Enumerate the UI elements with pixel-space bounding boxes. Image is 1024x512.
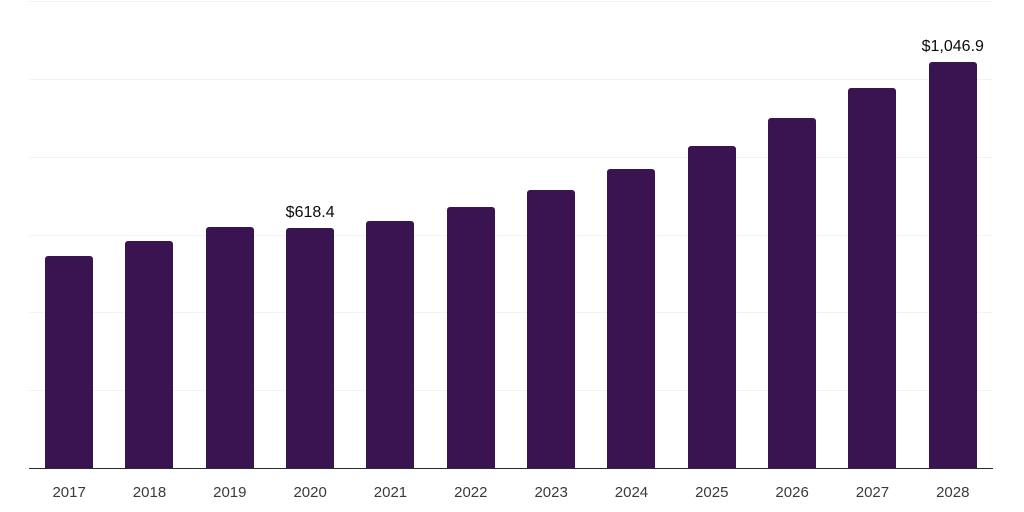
bar-slot-2024	[591, 2, 671, 469]
x-axis-label-2028: 2028	[936, 484, 970, 501]
x-axis-label-2022: 2022	[454, 484, 488, 501]
x-axis-label-2018: 2018	[132, 484, 167, 501]
x-axis-label-2026: 2026	[775, 484, 809, 501]
bars-row: $618.4 $1,046.9	[29, 2, 993, 469]
bar-2024	[607, 168, 656, 469]
x-axis-label-2023: 2023	[534, 484, 568, 501]
x-axis-label-2019: 2019	[213, 484, 247, 501]
bar-slot-2022	[431, 2, 511, 469]
x-axis-line	[29, 467, 993, 469]
gridline	[29, 156, 993, 158]
bar-2022	[446, 206, 495, 469]
gridline	[29, 312, 993, 314]
data-label-2020: $618.4	[285, 204, 335, 222]
bar-slot-2019	[190, 2, 270, 469]
gridline	[29, 390, 993, 392]
data-label-2028: $1,046.9	[921, 37, 984, 55]
gridline	[29, 234, 993, 236]
x-axis-label-2021: 2021	[373, 484, 408, 501]
bar-slot-2018	[109, 2, 189, 469]
bar-2027	[848, 88, 897, 469]
bar-2018	[125, 240, 174, 469]
bar-slot-2026	[752, 2, 832, 469]
x-axis-label-2017: 2017	[52, 484, 86, 501]
x-axis-label-2024: 2024	[614, 484, 649, 501]
bar-2023	[527, 189, 576, 469]
plot-area: $618.4 $1,046.9	[29, 1, 993, 469]
x-axis-label-2027: 2027	[855, 484, 890, 501]
bar-slot-2027	[832, 2, 912, 469]
x-axis-label-2020: 2020	[293, 484, 327, 501]
bar-2019	[205, 226, 254, 469]
bar-2028	[928, 61, 977, 469]
bar-2020	[286, 228, 335, 469]
bar-slot-2023	[511, 2, 591, 469]
gridline	[29, 78, 993, 80]
bar-2025	[687, 145, 736, 469]
bar-slot-2017	[29, 2, 109, 469]
bar-slot-2021	[350, 2, 430, 469]
gridline	[29, 1, 993, 2]
bar-2026	[768, 117, 817, 469]
x-axis-label-2025: 2025	[695, 484, 729, 501]
bar-slot-2020: $618.4	[270, 2, 350, 469]
bar-slot-2028: $1,046.9	[913, 2, 993, 469]
bar-2021	[366, 220, 415, 469]
bar-slot-2025	[672, 2, 752, 469]
bar-2017	[45, 256, 94, 469]
x-axis-labels: 2017 2018 2019 2020 2021 2022 2023 2024 2025 2026…	[29, 469, 993, 500]
